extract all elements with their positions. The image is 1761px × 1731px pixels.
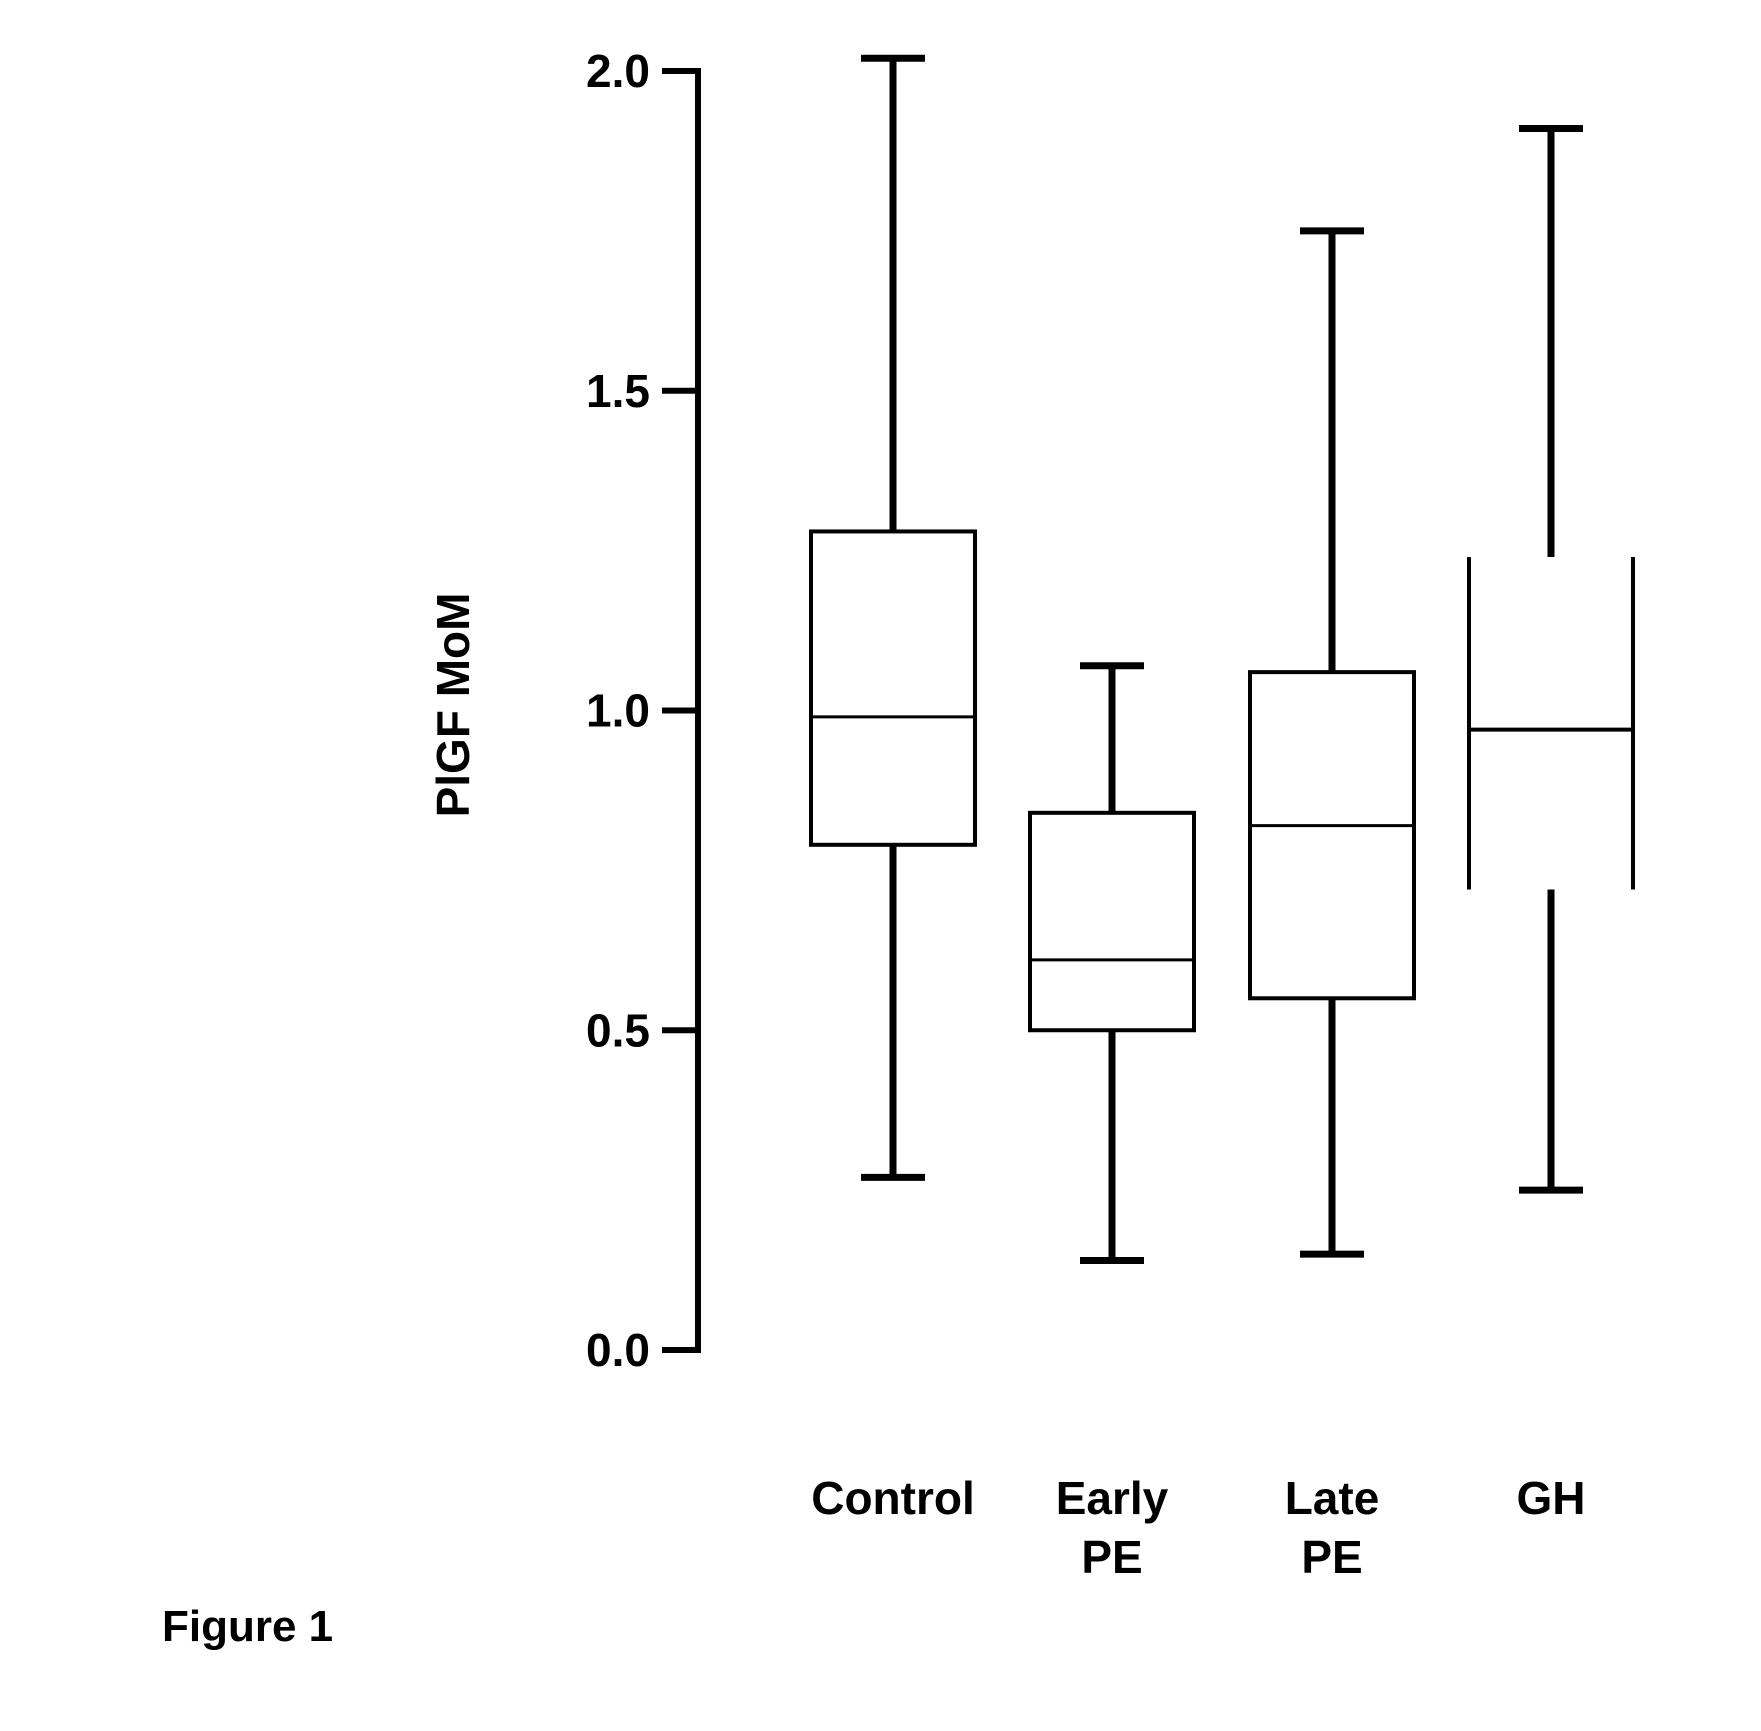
y-axis: 0.0 0.5 1.0 1.5 2.0 (586, 45, 701, 1376)
category-labels: Control Early PE Late PE GH (811, 1472, 1585, 1583)
box-1 (809, 54, 977, 1181)
box-3 (1248, 227, 1416, 1258)
y-tick-label: 0.0 (586, 1324, 650, 1376)
box-series (809, 54, 1635, 1264)
category-label: PE (1081, 1531, 1142, 1583)
y-tick-label: 0.5 (586, 1004, 650, 1056)
figure-caption: Figure 1 (162, 1602, 334, 1651)
box-2 (1028, 662, 1196, 1264)
y-tick-label: 2.0 (586, 45, 650, 97)
category-label: GH (1517, 1472, 1586, 1524)
category-label: Late (1285, 1472, 1380, 1524)
category-label: Early (1056, 1472, 1169, 1524)
y-axis-title: PlGF MoM (427, 593, 479, 818)
iqr-box (809, 529, 977, 847)
box-4 (1467, 125, 1635, 1194)
iqr-box (1028, 810, 1196, 1033)
category-label: PE (1301, 1531, 1362, 1583)
y-tick-label: 1.5 (586, 365, 650, 417)
iqr-box (1248, 670, 1416, 1001)
y-tick-label: 1.0 (586, 685, 650, 737)
category-label: Control (811, 1472, 975, 1524)
